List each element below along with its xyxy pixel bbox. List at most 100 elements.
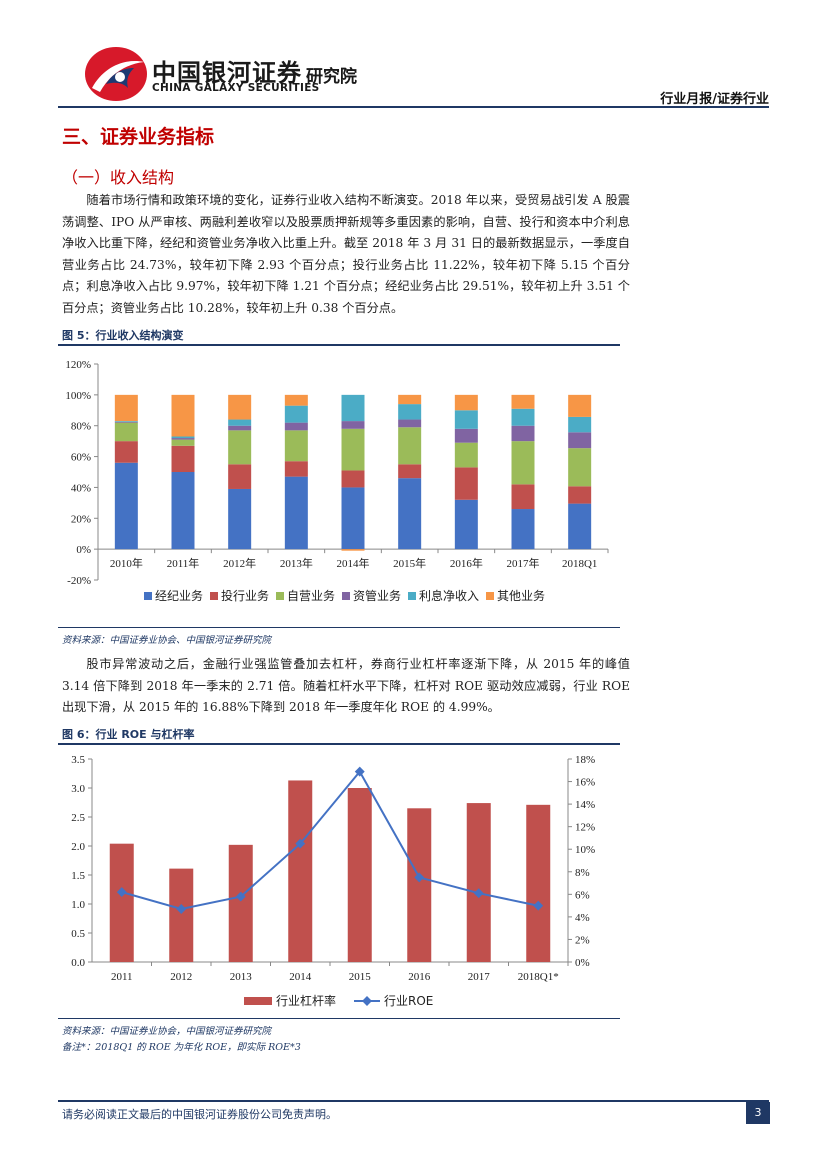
figure5-source: 资料来源：中国证券业协会、中国银河证券研究院 xyxy=(62,635,272,646)
page-number: 3 xyxy=(746,1102,770,1124)
y-tick-label: -20% xyxy=(67,575,91,587)
y-tick-label: 40% xyxy=(71,482,91,494)
bar-segment xyxy=(398,394,422,405)
x-tick-label: 2014 xyxy=(289,971,312,983)
left-tick-label: 2.0 xyxy=(71,841,85,853)
bar-segment xyxy=(511,394,535,409)
x-tick-label: 2013年 xyxy=(280,556,313,570)
x-tick-label: 2014年 xyxy=(337,556,370,570)
bar-segment xyxy=(454,499,478,550)
right-tick-label: 4% xyxy=(575,912,590,924)
right-tick-label: 12% xyxy=(575,822,595,834)
figure6-note: 备注*：2018Q1 的 ROE 为年化 ROE，即实际 ROE*3 xyxy=(62,1042,301,1053)
bar-segment xyxy=(171,445,195,472)
left-tick-label: 0.5 xyxy=(71,928,85,940)
section-subtitle: （一）收入结构 xyxy=(62,168,175,187)
legend-label: 利息净收入 xyxy=(419,588,479,603)
bar-segment xyxy=(454,410,478,429)
leverage-bar xyxy=(288,780,313,962)
left-tick-label: 3.5 xyxy=(71,754,85,766)
bar-segment xyxy=(454,442,478,468)
footer-disclaimer: 请务必阅读正文最后的中国银河证券股份公司免责声明。 xyxy=(62,1108,337,1121)
x-tick-label: 2018Q1 xyxy=(562,558,597,570)
bar-segment xyxy=(568,416,592,433)
brand-name-cn: 中国银河证券 xyxy=(152,59,302,87)
right-tick-label: 14% xyxy=(575,799,595,811)
bar-segment xyxy=(511,425,535,442)
bar-segment xyxy=(114,394,138,422)
y-tick-label: 20% xyxy=(71,513,91,525)
leverage-bar xyxy=(466,803,491,962)
legend-swatch-leverage xyxy=(244,997,272,1005)
bar-segment xyxy=(511,441,535,485)
bar-segment xyxy=(114,421,138,422)
bar-segment xyxy=(454,428,478,443)
bar-segment xyxy=(398,404,422,420)
right-tick-label: 18% xyxy=(575,754,595,766)
bar-segment xyxy=(171,394,195,437)
bar-segment xyxy=(228,464,252,489)
x-tick-label: 2017 xyxy=(468,971,491,983)
bar-segment xyxy=(284,405,308,423)
legend-label: 其他业务 xyxy=(497,588,545,603)
x-tick-label: 2015 xyxy=(349,971,372,983)
y-tick-label: 60% xyxy=(71,452,91,464)
roe-leverage-chart: 0.0 0.5 1.0 1.5 2.0 2.5 3.0 3.5 0% 2% 4% 6% 8% 10% 12%… xyxy=(71,754,595,1008)
x-tick-label: 2013 xyxy=(230,971,253,983)
bar-segment xyxy=(454,467,478,500)
bar-segment xyxy=(171,472,195,550)
header-divider xyxy=(58,106,769,108)
x-tick-label: 2017年 xyxy=(507,556,540,570)
leverage-bar xyxy=(526,804,551,962)
x-tick-label: 2016年 xyxy=(450,556,483,570)
bar-segment xyxy=(511,484,535,510)
bar-segment xyxy=(341,394,365,422)
leverage-bar xyxy=(407,808,432,962)
right-tick-label: 16% xyxy=(575,777,595,789)
bar-segment xyxy=(341,470,365,488)
figure6-source: 资料来源：中国证券业协会，中国银河证券研究院 xyxy=(62,1026,272,1037)
bar-segment xyxy=(171,438,195,440)
bar-segment xyxy=(284,476,308,550)
figure6-top-rule xyxy=(58,743,620,745)
bar-segment xyxy=(284,430,308,462)
bar-segment xyxy=(171,439,195,446)
brand-name-en: CHINA GALAXY SECURITIES xyxy=(152,82,320,94)
left-tick-label: 2.5 xyxy=(71,812,85,824)
left-tick-label: 1.0 xyxy=(71,899,85,911)
bar-segment xyxy=(114,422,138,442)
bar-segment xyxy=(568,486,592,504)
legend-label: 资管业务 xyxy=(353,588,401,603)
bar-segment xyxy=(228,425,252,431)
legend-swatch xyxy=(486,592,494,600)
bar-segment xyxy=(568,448,592,487)
bar-segment xyxy=(228,419,252,426)
header: 中国银河证券 CHINA GALAXY SECURITIES 研究院 行业月报/… xyxy=(0,0,827,110)
legend-label: 自营业务 xyxy=(287,588,335,603)
legend-label-leverage: 行业杠杆率 xyxy=(276,993,336,1008)
x-tick-label: 2011年 xyxy=(167,556,200,570)
footer-divider xyxy=(58,1100,769,1102)
left-tick-label: 3.0 xyxy=(71,783,85,795)
bar-segment xyxy=(284,394,308,406)
y-tick-label: 0% xyxy=(76,544,91,556)
paragraph-income-structure: 随着市场行情和政策环境的变化，证券行业收入结构不断演变。2018 年以来，受贸易… xyxy=(62,193,630,315)
right-tick-label: 8% xyxy=(575,867,590,879)
bar-segment xyxy=(228,430,252,465)
bar-segment xyxy=(568,394,592,417)
bar-segment xyxy=(398,464,422,479)
roe-point xyxy=(354,766,365,777)
bar-segment xyxy=(341,549,365,551)
right-tick-label: 2% xyxy=(575,934,590,946)
legend-swatch xyxy=(342,592,350,600)
legend-marker-roe xyxy=(362,996,372,1006)
right-tick-label: 6% xyxy=(575,889,590,901)
section-title: 三、证券业务指标 xyxy=(62,126,215,148)
bar-segment xyxy=(341,421,365,429)
bar-segment xyxy=(341,428,365,471)
y-tick-label: 100% xyxy=(65,390,91,402)
bar-segment xyxy=(228,394,252,420)
legend-label-roe: 行业ROE xyxy=(384,994,433,1008)
bar-segment xyxy=(454,394,478,411)
bar-segment xyxy=(568,503,592,550)
